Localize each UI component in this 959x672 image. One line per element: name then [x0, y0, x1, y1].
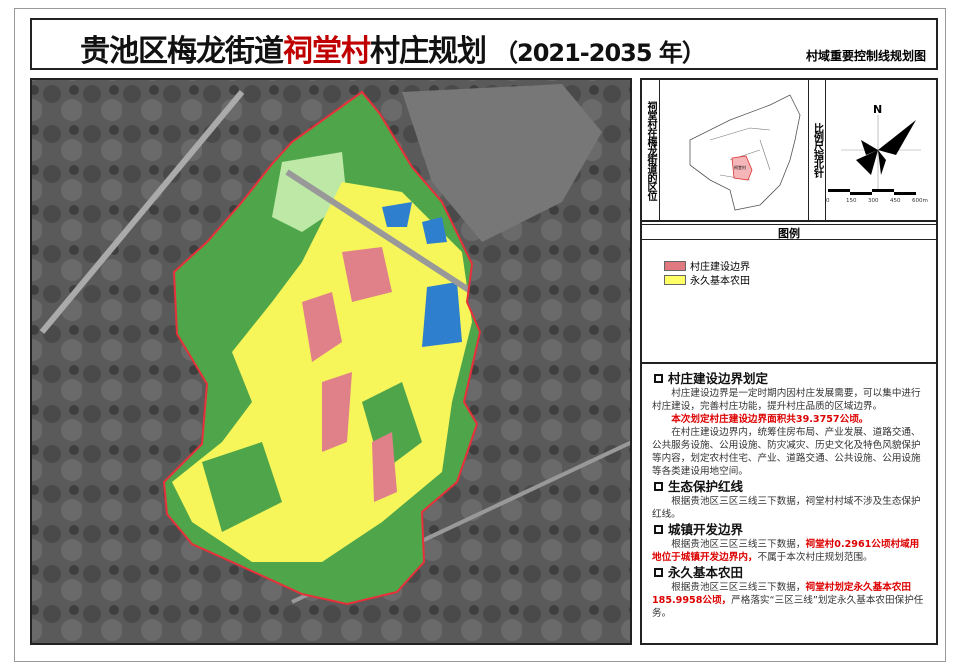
- section-title: 城镇开发边界: [668, 522, 744, 537]
- title-prefix: 贵池区梅龙街道: [80, 34, 284, 69]
- village-area: [372, 432, 397, 502]
- section-heading: 城镇开发边界: [654, 523, 928, 536]
- legend-header: 图例: [642, 224, 936, 240]
- legend-swatch: [664, 274, 686, 285]
- legend-item-farmland: 永久基本农田: [664, 272, 750, 287]
- section-title: 永久基本农田: [668, 565, 744, 580]
- water-area: [422, 217, 447, 244]
- text: 村庄建设边界是一定时期内因村庄发展需要，可以集中进行村庄建设，完善村庄功能，提升…: [652, 388, 921, 412]
- legend-label: 村庄建设边界: [690, 262, 750, 273]
- legend-swatch: [664, 260, 686, 271]
- road-through-village: [285, 169, 474, 295]
- title-years: （2021-2035 年）: [494, 39, 706, 67]
- legend-item-village-boundary: 村庄建设边界: [664, 258, 750, 273]
- section-heading: 永久基本农田: [654, 566, 928, 579]
- lake: [402, 84, 602, 242]
- map-subtitle: 村域重要控制线规划图: [805, 49, 926, 63]
- page-frame: [14, 8, 946, 662]
- water-area: [422, 282, 462, 347]
- compass-rose-icon: [856, 120, 916, 175]
- village-tag: 祠堂村: [734, 164, 746, 170]
- scale-tick: 0: [826, 198, 830, 204]
- side-panel: 祠堂村在梅龙街道的区位 祠堂村 比例尺指北针 N 0 150 300 450 600m …: [640, 78, 938, 645]
- section-heading: 生态保护红线: [654, 480, 928, 493]
- title-box: 贵池区梅龙街道祠堂村村庄规划 （2021-2035 年） 村域重要控制线规划图: [30, 18, 938, 70]
- highlight-text: 祠堂村0.2961公顷村域用地位于城镇开发边界内，: [652, 539, 920, 563]
- compass-label: 比例尺指北针: [808, 80, 826, 220]
- highlight-text: 祠堂村划定永久基本农田185.9958公顷，: [652, 582, 912, 606]
- locator-section: 祠堂村在梅龙街道的区位 祠堂村 比例尺指北针 N 0 150 300 450 600m: [642, 80, 936, 222]
- section-paragraph: 根据贵池区三区三线三下数据，祠堂村0.2961公顷村域用地位于城镇开发边界内，不…: [652, 538, 928, 564]
- text: 根据贵池区三区三线三下数据，: [671, 539, 806, 550]
- north-arrow-scale: N 0 150 300 450 600m: [826, 103, 928, 204]
- north-label: N: [873, 103, 882, 116]
- road-highway: [39, 90, 245, 334]
- section-title: 村庄建设边界划定: [668, 371, 769, 386]
- forest-patch: [202, 442, 282, 532]
- text: 不属于本次村庄规划范围。: [757, 552, 873, 563]
- section-paragraph: 村庄建设边界是一定时期内因村庄发展需要，可以集中进行村庄建设，完善村庄功能，提升…: [652, 387, 928, 413]
- village-area: [302, 292, 342, 362]
- scale-tick: 300: [868, 198, 879, 204]
- locator-label: 祠堂村在梅龙街道的区位: [642, 80, 660, 220]
- section-paragraph: 根据贵池区三区三线三下数据，祠堂村划定永久基本农田185.9958公顷，严格落实…: [652, 581, 928, 620]
- village-area: [342, 247, 392, 302]
- section-paragraph: 根据贵池区三区三线三下数据，祠堂村村域不涉及生态保护红线。: [652, 496, 921, 520]
- main-map[interactable]: [30, 78, 632, 645]
- description-text: 村庄建设边界划定 村庄建设边界是一定时期内因村庄发展需要，可以集中进行村庄建设，…: [642, 362, 936, 643]
- section-heading: 村庄建设边界划定: [654, 372, 928, 385]
- scale-tick: 600m: [912, 198, 928, 204]
- village-location: [731, 155, 753, 181]
- title-village: 祠堂村: [283, 34, 371, 69]
- section-paragraph: 在村庄建设边界内，统筹住房布局、产业发展、道路交通、 公共服务设施、公用设施、防…: [652, 427, 921, 477]
- highlight-text: 本次划定村庄建设边界面积共39.3757公顷。: [671, 414, 869, 425]
- locator-map: 祠堂村: [689, 94, 801, 211]
- legend-label: 永久基本农田: [690, 276, 750, 287]
- page-title: 贵池区梅龙街道祠堂村村庄规划 （2021-2035 年）: [80, 26, 706, 70]
- village-area: [322, 372, 352, 452]
- text: 严格落实“三区三线”划定永久基本农田保护任务。: [652, 595, 924, 619]
- text: 根据贵池区三区三线三下数据，: [671, 582, 806, 593]
- map-svg: [32, 80, 630, 643]
- section-title: 生态保护红线: [668, 479, 744, 494]
- scale-tick: 450: [890, 198, 901, 204]
- scale-tick: 150: [846, 198, 857, 204]
- water-area: [382, 202, 412, 227]
- title-suffix: 村庄规划: [370, 34, 487, 69]
